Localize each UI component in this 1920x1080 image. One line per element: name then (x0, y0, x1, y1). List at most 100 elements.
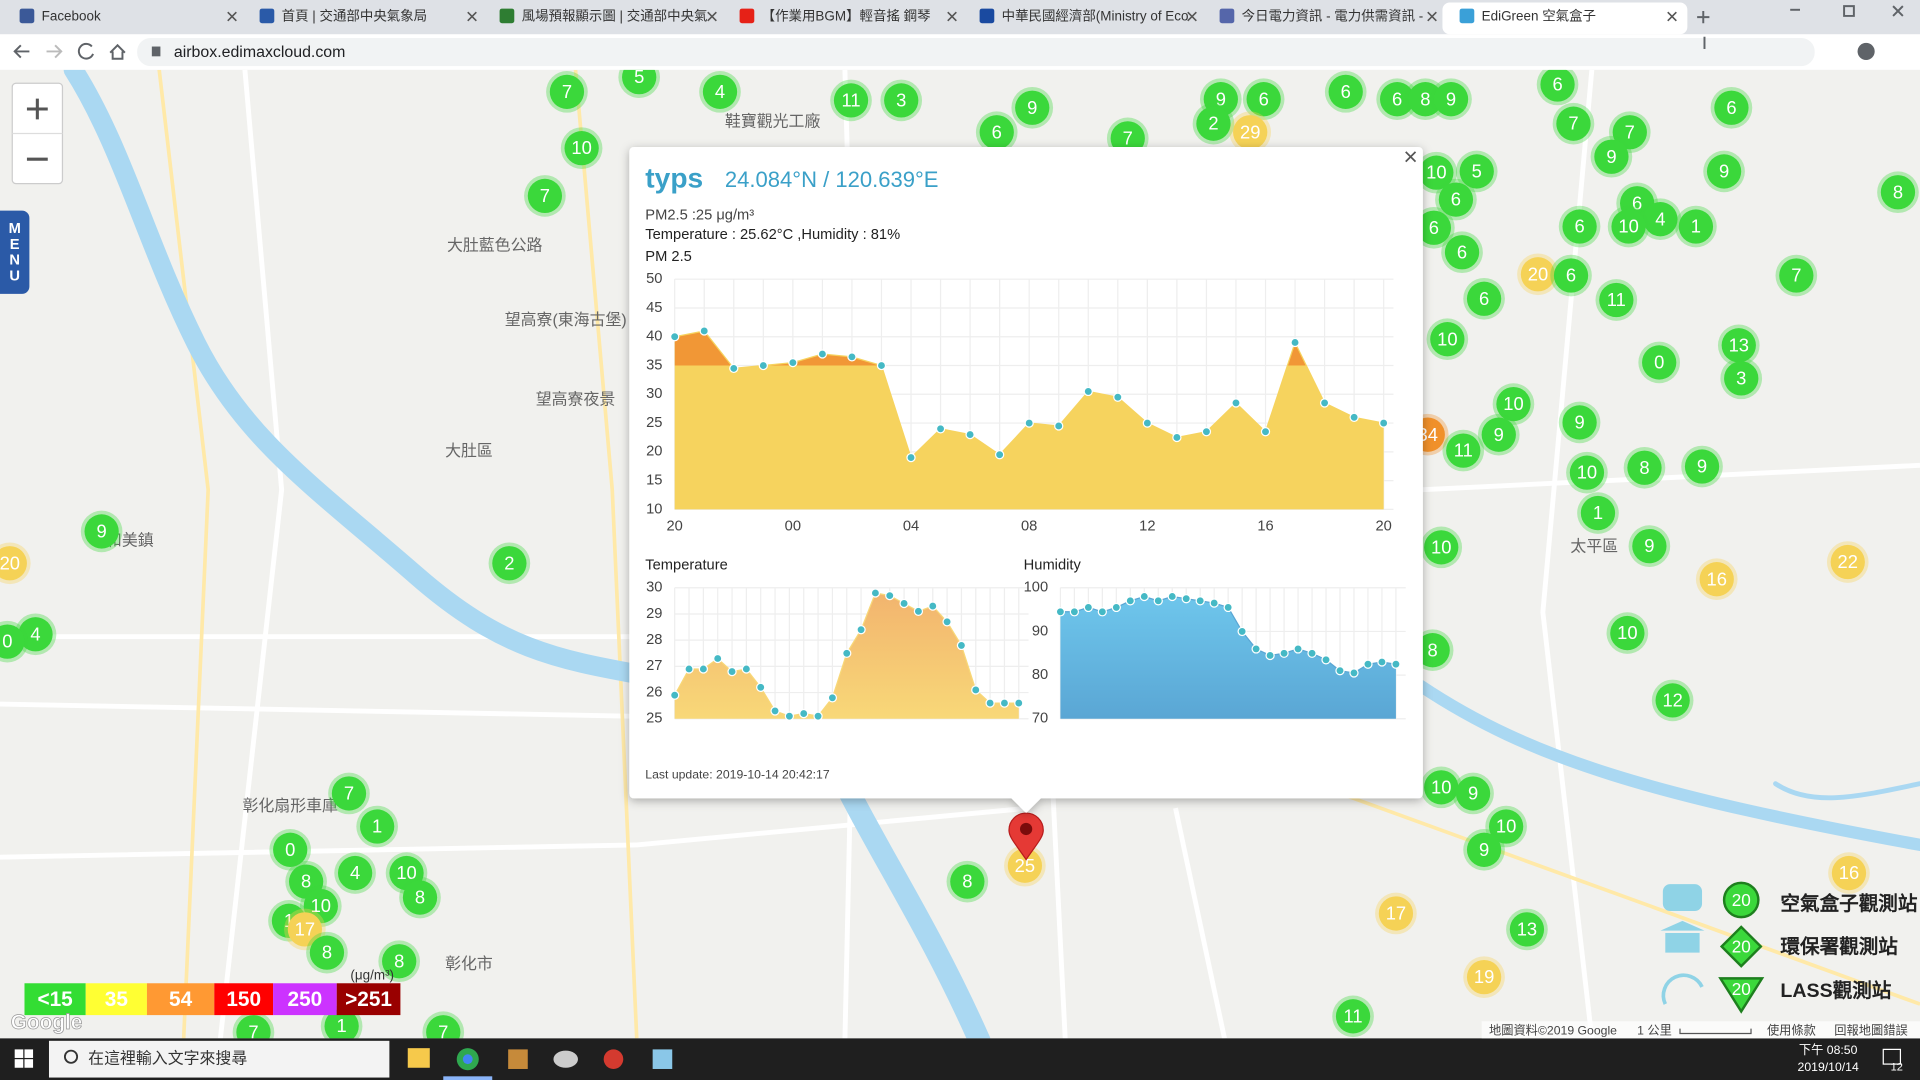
station-marker[interactable]: 9 (1011, 86, 1054, 129)
station-marker[interactable]: 6 (1463, 277, 1505, 320)
notification-icon[interactable] (1882, 1048, 1902, 1065)
station-marker[interactable]: 8 (1623, 446, 1666, 489)
station-marker[interactable]: 6 (1242, 78, 1285, 120)
station-marker[interactable]: 2 (488, 542, 531, 585)
station-marker[interactable]: 9 (80, 510, 123, 553)
station-marker[interactable]: 6 (1536, 64, 1579, 106)
station-marker[interactable]: 9 (1452, 772, 1494, 815)
search-box[interactable] (48, 1040, 390, 1078)
station-marker[interactable]: 5 (1455, 150, 1498, 193)
station-marker[interactable]: 10 (1485, 805, 1527, 848)
tab[interactable]: 今日電力資訊 - 電力供需資訊 - (1219, 8, 1437, 24)
station-marker[interactable]: 11 (1595, 279, 1638, 321)
station-marker[interactable]: 7 (546, 71, 588, 113)
popup-close[interactable] (1405, 151, 1417, 163)
terms-link[interactable]: 使用條款 (1767, 1022, 1816, 1037)
station-marker[interactable]: 10 (1566, 451, 1608, 494)
station-marker[interactable]: 4 (14, 613, 57, 656)
tab[interactable]: Facebook (19, 8, 237, 24)
tab-close[interactable] (1427, 11, 1437, 22)
profile-icon[interactable] (1857, 42, 1875, 60)
taskbar-apps[interactable] (407, 1048, 673, 1080)
station-marker[interactable]: 8 (306, 931, 348, 974)
station-marker[interactable]: 4 (334, 852, 376, 894)
station-marker[interactable]: 9 (1681, 445, 1723, 488)
station-marker[interactable]: 6 (1710, 86, 1753, 129)
station-marker[interactable]: 10 (1420, 766, 1463, 809)
station-marker[interactable]: 8 (378, 940, 420, 983)
station-marker[interactable]: 11 (1442, 429, 1485, 472)
station-marker[interactable]: 6 (1376, 78, 1418, 120)
active-tab[interactable] (1442, 2, 1688, 35)
tab[interactable]: 中華民國經濟部(Ministry of Eco (979, 8, 1197, 24)
station-marker[interactable]: 6 (1413, 206, 1455, 249)
station-marker[interactable]: 11 (1332, 995, 1374, 1038)
station-marker[interactable]: 0 (269, 828, 312, 871)
station-marker[interactable]: 10 (1420, 526, 1463, 569)
station-marker[interactable]: 7 (422, 1011, 465, 1053)
station-marker[interactable]: 2 (1192, 102, 1235, 145)
station-marker[interactable]: 5 (618, 56, 660, 98)
station-marker[interactable]: 9 (1463, 828, 1505, 871)
station-marker[interactable]: 0 (1638, 341, 1680, 384)
station-marker[interactable]: 20 (1517, 253, 1559, 296)
station-marker[interactable]: 10 (1426, 318, 1469, 360)
station-marker[interactable]: 9 (1628, 525, 1671, 567)
station-marker[interactable]: 20 (0, 542, 31, 585)
station-marker[interactable]: 10 (1415, 151, 1458, 194)
station-marker[interactable]: 16 (1828, 852, 1870, 894)
station-marker[interactable]: 1 (1577, 492, 1619, 534)
station-marker[interactable]: 8 (946, 860, 989, 903)
station-marker[interactable]: 7 (524, 175, 566, 217)
station-marker[interactable]: 9 (1558, 401, 1601, 444)
report-link[interactable]: 回報地圖錯誤 (1834, 1022, 1907, 1037)
station-marker[interactable]: 9 (1430, 78, 1472, 120)
station-marker[interactable]: 6 (1324, 71, 1367, 113)
start-button[interactable] (14, 1049, 34, 1068)
station-marker[interactable]: 7 (232, 1011, 275, 1053)
tab-close[interactable] (467, 11, 477, 22)
station-marker[interactable]: 13 (1506, 908, 1548, 951)
station-marker[interactable]: 10 (1606, 612, 1649, 654)
station-marker[interactable]: 17 (284, 908, 326, 951)
station-marker[interactable]: 10 (1492, 383, 1535, 425)
station-marker[interactable]: 10 (560, 127, 603, 169)
station-marker[interactable]: 4 (1639, 198, 1682, 240)
station-marker[interactable]: 6 (1435, 178, 1477, 221)
station-marker[interactable]: 6 (1441, 231, 1483, 274)
zoom-in[interactable] (26, 98, 48, 161)
station-marker[interactable]: 1 (1675, 205, 1717, 248)
station-marker[interactable]: 29 (1229, 111, 1272, 154)
tab-close[interactable] (1667, 11, 1677, 22)
nav-icons[interactable] (13, 5, 1904, 60)
tab[interactable]: 首頁 | 交通部中央氣象局 (259, 8, 477, 24)
station-marker[interactable]: 16 (1695, 558, 1738, 600)
station-marker[interactable]: 8 (1877, 171, 1919, 214)
station-marker[interactable]: 13 (1717, 324, 1760, 367)
station-marker[interactable]: 3 (1720, 357, 1763, 400)
station-marker[interactable]: 9 (1703, 150, 1745, 193)
station-marker[interactable]: 0 (0, 620, 29, 663)
station-marker[interactable]: 9 (1477, 413, 1520, 456)
station-marker[interactable]: 4 (699, 71, 741, 113)
tab[interactable]: 風場預報顯示圖 | 交通部中央氣 (499, 8, 717, 24)
station-marker[interactable]: 8 (1404, 78, 1447, 120)
station-marker[interactable]: 7 (1775, 254, 1818, 297)
station-marker[interactable]: 7 (1552, 102, 1595, 145)
station-marker[interactable]: 1 (356, 805, 398, 848)
station-marker[interactable]: 9 (1590, 135, 1633, 178)
station-marker[interactable]: 6 (1558, 205, 1601, 248)
tab-close[interactable] (227, 11, 237, 22)
station-marker[interactable]: 25 (1004, 844, 1046, 887)
station-marker[interactable]: 7 (328, 772, 370, 815)
tab-close[interactable] (707, 11, 717, 22)
tab-close[interactable] (947, 11, 957, 22)
tab-close[interactable] (1187, 11, 1197, 22)
station-marker[interactable]: 12 (1651, 679, 1694, 722)
station-marker[interactable]: 8 (399, 876, 441, 919)
menu-tab[interactable] (0, 210, 30, 294)
tab[interactable]: 【作業用BGM】輕音搖 鋼琴 (739, 8, 957, 24)
omnibox[interactable] (137, 37, 1815, 67)
station-marker[interactable]: 22 (1826, 541, 1869, 583)
station-marker[interactable]: 10 (1607, 205, 1650, 248)
